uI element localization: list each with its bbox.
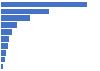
Bar	[1, 36, 9, 42]
Bar	[1, 29, 12, 35]
Bar	[1, 15, 30, 21]
Bar	[1, 50, 6, 56]
Bar	[1, 2, 87, 7]
Bar	[1, 43, 8, 49]
Bar	[1, 64, 3, 69]
Bar	[1, 22, 16, 28]
Bar	[1, 57, 5, 62]
Bar	[1, 9, 49, 14]
